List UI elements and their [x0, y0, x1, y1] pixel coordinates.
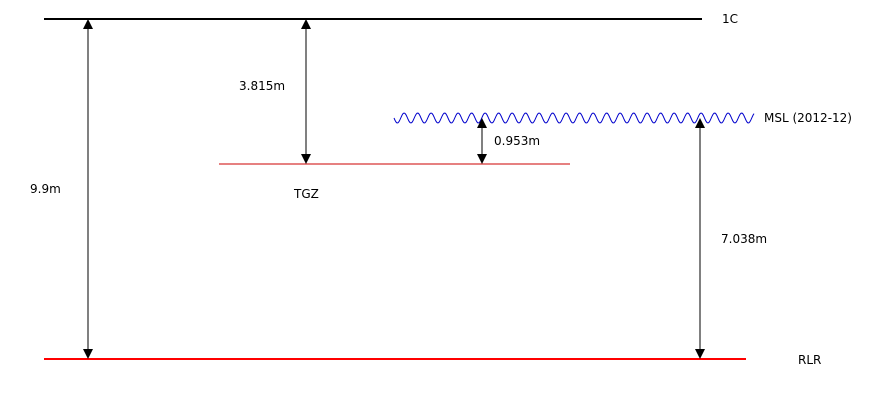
level-label-msl: MSL (2012-12) [764, 111, 852, 125]
level-line-msl-wave [393, 112, 755, 124]
level-label-1c: 1C [722, 12, 738, 26]
measure-label-1c-to-tgz: 3.815m [239, 79, 285, 93]
measure-label-1c-to-rlr: 9.9m [30, 182, 61, 196]
level-label-rlr: RLR [798, 353, 821, 367]
measure-label-msl-to-tgz: 0.953m [494, 134, 540, 148]
level-label-tgz: TGZ [293, 187, 319, 201]
measure-label-msl-to-rlr: 7.038m [721, 232, 767, 246]
